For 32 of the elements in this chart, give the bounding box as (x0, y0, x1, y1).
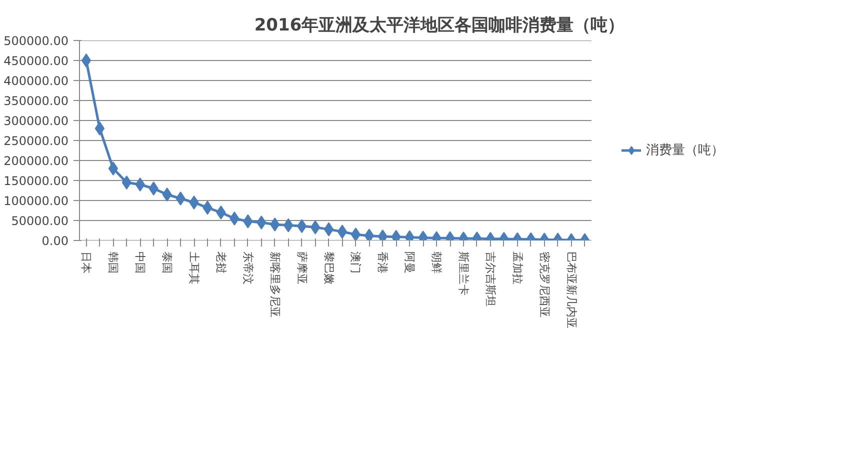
y-tick-label: 300000.00 (4, 114, 69, 128)
y-tick-label: 50000.00 (11, 214, 69, 228)
x-tick-label: 日本 (80, 252, 93, 274)
legend-label: 消费量（吨） (646, 142, 724, 159)
x-tick-label: 孟加拉 (510, 252, 524, 284)
y-tick-label: 150000.00 (4, 174, 69, 188)
y-tick-label: 200000.00 (4, 154, 69, 168)
x-tick-label: 萨摩亚 (295, 252, 308, 284)
y-tick-label: 450000.00 (4, 54, 69, 68)
x-tick-label: 吉尔吉斯坦 (484, 252, 497, 306)
y-tick-label: 400000.00 (4, 74, 69, 88)
x-tick-label: 土耳其 (188, 252, 201, 284)
x-tick-label: 中国 (134, 252, 147, 274)
x-tick-label: 密克罗尼西亚 (538, 252, 551, 318)
x-tick-label: 老挝 (214, 252, 228, 274)
x-tick-label: 韩国 (106, 252, 120, 274)
x-tick-label: 斯里兰卡 (457, 252, 470, 296)
y-tick-label: 100000.00 (4, 194, 69, 208)
x-tick-label: 阿曼 (403, 252, 416, 274)
x-tick-label: 新喀里多尼亚 (268, 252, 282, 318)
x-tick-label: 泰国 (160, 252, 174, 274)
chart-title: 2016年亚洲及太平洋地区各国咖啡消费量（吨） (254, 16, 625, 36)
x-tick-label: 澳门 (349, 252, 362, 274)
y-tick-label: 350000.00 (4, 94, 69, 108)
x-tick-label: 巴布亚新几内亚 (564, 252, 578, 328)
y-tick-label: 250000.00 (4, 134, 69, 148)
x-tick-label: 黎巴嫩 (322, 252, 336, 284)
y-tick-label: 500000.00 (4, 34, 69, 48)
x-tick-label: 朝鲜 (430, 252, 444, 274)
y-tick-label: 0.00 (42, 234, 68, 248)
x-tick-label: 东帝汶 (241, 252, 254, 284)
x-tick-label: 香港 (376, 252, 390, 274)
